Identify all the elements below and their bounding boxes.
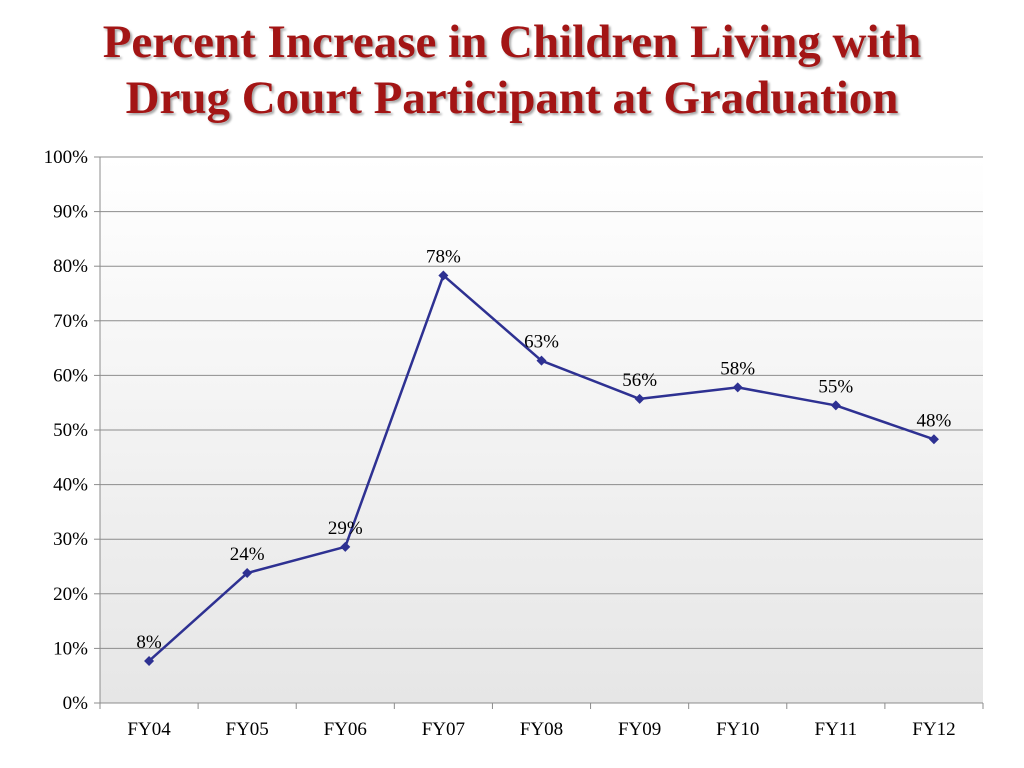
data-point-marker xyxy=(634,393,645,404)
data-point-marker xyxy=(438,270,449,281)
data-label: 56% xyxy=(622,370,657,391)
y-tick-label: 40% xyxy=(53,475,88,496)
data-label: 48% xyxy=(917,410,952,431)
data-point-marker xyxy=(830,400,841,411)
y-tick-label: 70% xyxy=(53,311,88,332)
data-label: 55% xyxy=(818,376,853,397)
data-point-marker xyxy=(732,382,743,393)
data-label: 8% xyxy=(136,632,162,653)
y-tick-label: 30% xyxy=(53,529,88,550)
x-tick-label: FY08 xyxy=(520,719,563,740)
x-tick-label: FY09 xyxy=(618,719,661,740)
data-label: 78% xyxy=(426,246,461,267)
data-point-marker xyxy=(144,655,155,666)
data-point-marker xyxy=(536,355,547,366)
y-tick-label: 80% xyxy=(53,256,88,277)
y-tick-label: 50% xyxy=(53,420,88,441)
x-tick-label: FY11 xyxy=(815,719,858,740)
x-tick-label: FY06 xyxy=(324,719,367,740)
data-label: 24% xyxy=(230,544,265,565)
y-tick-label: 20% xyxy=(53,584,88,605)
x-tick-label: FY05 xyxy=(226,719,269,740)
data-point-marker xyxy=(340,541,351,552)
chart-title-line-2: Drug Court Participant at Graduation xyxy=(125,72,899,124)
y-tick-label: 10% xyxy=(53,638,88,659)
gridlines xyxy=(100,156,983,649)
data-labels: 8% 24% 29% 78% 63% 56% 58% 55% 48% xyxy=(136,246,951,652)
data-point-marker xyxy=(928,434,939,445)
chart-title-line-1: Percent Increase in Children Living with xyxy=(102,16,922,68)
x-tick-label: FY12 xyxy=(912,719,955,740)
data-label: 63% xyxy=(524,332,559,353)
x-tick-label: FY04 xyxy=(127,719,171,740)
data-label: 29% xyxy=(328,518,363,539)
data-label: 58% xyxy=(720,358,755,379)
series-markers xyxy=(144,270,939,666)
x-axis-ticks: FY04 FY05 FY06 FY07 FY08 FY09 FY10 FY11 FY12 xyxy=(99,703,984,740)
x-tick-label: FY10 xyxy=(716,719,759,740)
x-tick-label: FY07 xyxy=(422,719,465,740)
y-tick-label: 100% xyxy=(44,147,89,168)
y-tick-label: 90% xyxy=(53,202,88,223)
y-tick-label: 0% xyxy=(63,693,89,714)
chart-title: Percent Increase in Children Living with… xyxy=(0,14,1024,126)
data-point-marker xyxy=(242,568,253,579)
y-tick-label: 60% xyxy=(53,365,88,386)
y-axis-ticks: 0% 10% 20% 30% 40% 50% 60% 70% 80% 90% 100% xyxy=(44,147,100,714)
